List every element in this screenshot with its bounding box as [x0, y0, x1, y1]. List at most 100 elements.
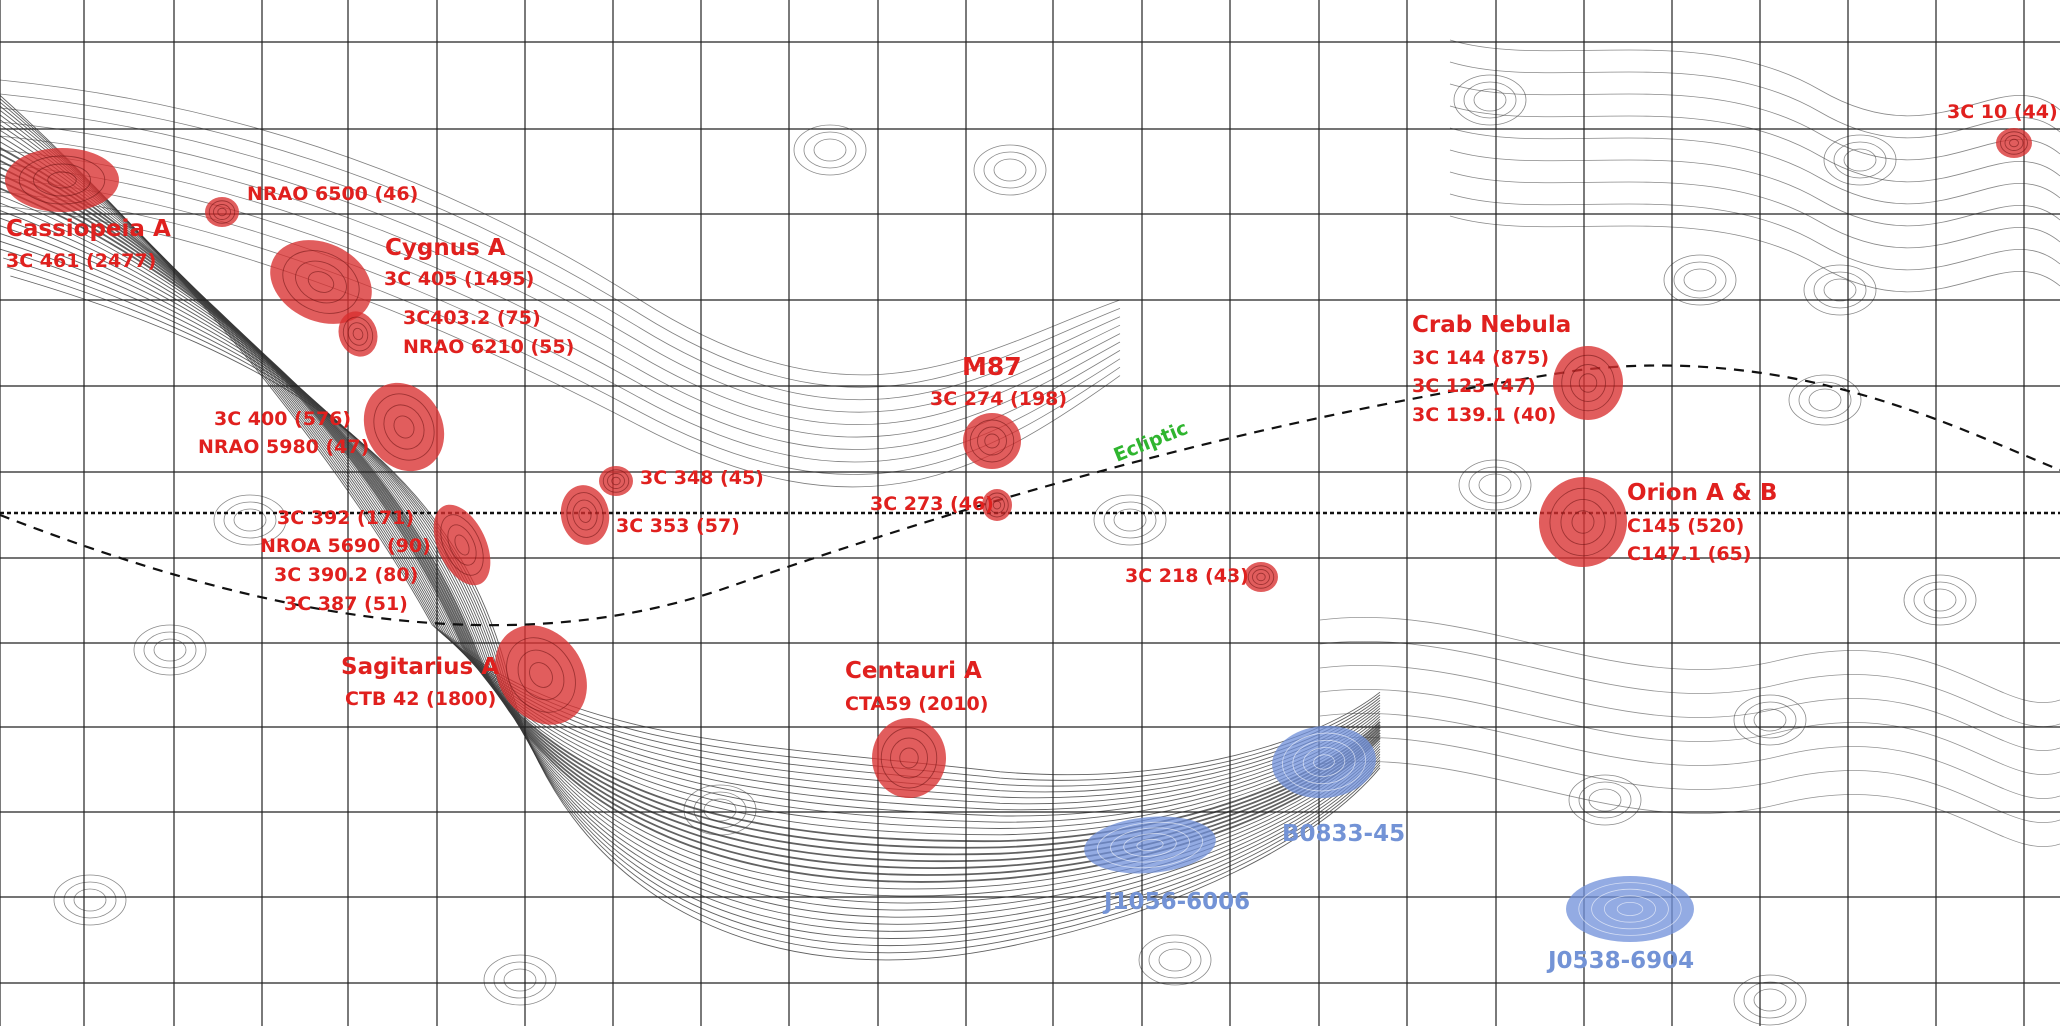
radio-source-marker	[872, 718, 946, 798]
contour-line	[1449, 127, 2060, 205]
contour-ring	[233, 508, 267, 532]
radio-source-marker	[982, 489, 1012, 521]
contour-ring	[1803, 264, 1877, 316]
contour-ring	[1788, 374, 1862, 426]
contour-ring	[1903, 574, 1977, 626]
galactic-contour	[0, 240, 1381, 932]
galactic-contour	[0, 233, 1381, 925]
pulsar-marker	[1566, 876, 1694, 942]
contour-ring	[1733, 974, 1807, 1026]
contour-line	[0, 121, 1121, 413]
contour-ring	[1743, 701, 1797, 739]
contour-ring	[1578, 781, 1632, 819]
c400-label: 3C 400 (576)	[214, 408, 351, 430]
crab-id-1: 3C 144 (875)	[1412, 347, 1549, 369]
contour-ring	[1733, 694, 1807, 746]
pulsar-marker	[1084, 816, 1216, 874]
c273-label: 3C 273 (46)	[870, 493, 994, 515]
cygnus-id: 3C 405 (1495)	[384, 268, 534, 290]
cygnus-name: Cygnus A	[385, 235, 506, 261]
contour-line	[0, 93, 1121, 388]
contour-ring	[1568, 774, 1642, 826]
radio-source-marker	[963, 413, 1021, 469]
c390-label: 3C 390.2 (80)	[274, 564, 418, 586]
galactic-contour	[10, 275, 1381, 961]
contour-ring	[993, 158, 1027, 182]
contour-ring	[503, 968, 537, 992]
centauri-name: Centauri A	[845, 658, 982, 684]
nrao5980-label: NRAO 5980 (47)	[198, 436, 369, 458]
contour-ring	[1103, 501, 1157, 539]
radio-source-marker	[205, 197, 239, 227]
contour-ring	[793, 124, 867, 176]
c353-label: 3C 353 (57)	[616, 515, 740, 537]
contour-ring	[1683, 268, 1717, 292]
orion-id-2: C147.1 (65)	[1627, 543, 1751, 565]
contour-ring	[1463, 81, 1517, 119]
radio-source-marker	[338, 311, 378, 357]
j1056-label: J1056-6006	[1102, 889, 1250, 915]
radio-source-marker	[5, 148, 119, 212]
contour-ring	[983, 151, 1037, 189]
ecliptic-line	[0, 364, 2060, 627]
contour-line	[1449, 171, 2060, 249]
radio-source-marker	[495, 625, 587, 725]
contour-ring	[153, 638, 187, 662]
cassiopeia-name: Cassiopeia A	[6, 216, 171, 242]
contour-ring	[1453, 74, 1527, 126]
contour-ring	[1753, 988, 1787, 1012]
contour-ring	[1673, 261, 1727, 299]
contour-ring	[1468, 466, 1522, 504]
contour-ring	[1753, 708, 1787, 732]
radio-source-marker	[433, 504, 491, 586]
crab-name: Crab Nebula	[1412, 312, 1571, 338]
m87-name: M87	[962, 352, 1022, 381]
contour-line	[1319, 640, 2060, 728]
galactic-contour	[3, 257, 1381, 947]
radio-source-marker	[1553, 346, 1623, 420]
contour-ring	[813, 138, 847, 162]
contour-ring	[1833, 141, 1887, 179]
contour-ring	[483, 954, 557, 1006]
centauri-id: CTA59 (2010)	[845, 693, 988, 715]
radio-source-marker	[560, 485, 610, 545]
contour-line	[1449, 61, 2060, 139]
c348-label: 3C 348 (45)	[640, 467, 764, 489]
nrao6500-label: NRAO 6500 (46)	[247, 183, 418, 205]
crab-id-2: 3C 123 (47)	[1412, 375, 1536, 397]
source-markers	[5, 128, 2032, 942]
contour-ring	[1843, 148, 1877, 172]
contour-ring	[133, 624, 207, 676]
contour-line	[0, 79, 1121, 376]
contour-ring	[143, 631, 197, 669]
contour-ring	[973, 144, 1047, 196]
contour-ring	[1808, 388, 1842, 412]
m87-id: 3C 274 (198)	[930, 388, 1067, 410]
radio-source-marker	[1244, 562, 1278, 592]
j0538-label: J0538-6904	[1546, 948, 1694, 974]
contour-ring	[803, 131, 857, 169]
nroa5690-label: NROA 5690 (90)	[260, 535, 431, 557]
contour-line	[1319, 616, 2060, 704]
contour-ring	[1923, 588, 1957, 612]
contour-ring	[1913, 581, 1967, 619]
contour-ring	[703, 798, 737, 822]
contour-ring	[1823, 134, 1897, 186]
c403-label: 3C403.2 (75)	[403, 307, 541, 329]
contour-line	[1449, 215, 2060, 293]
contour-ring	[1113, 508, 1147, 532]
b0833-label: B0833-45	[1282, 821, 1405, 847]
contour-ring	[1093, 494, 1167, 546]
contour-ring	[1588, 788, 1622, 812]
contour-ring	[73, 888, 107, 912]
c392-label: 3C 392 (171)	[277, 507, 414, 529]
sagittarius-name: Sagitarius A	[341, 654, 499, 680]
contour-ring	[1663, 254, 1737, 306]
contour-line	[1319, 664, 2060, 752]
galactic-contour	[6, 266, 1381, 954]
contour-line	[0, 149, 1121, 438]
contour-line	[0, 135, 1121, 426]
contour-ring	[493, 961, 547, 999]
cassiopeia-id: 3C 461 (2477)	[6, 250, 156, 272]
